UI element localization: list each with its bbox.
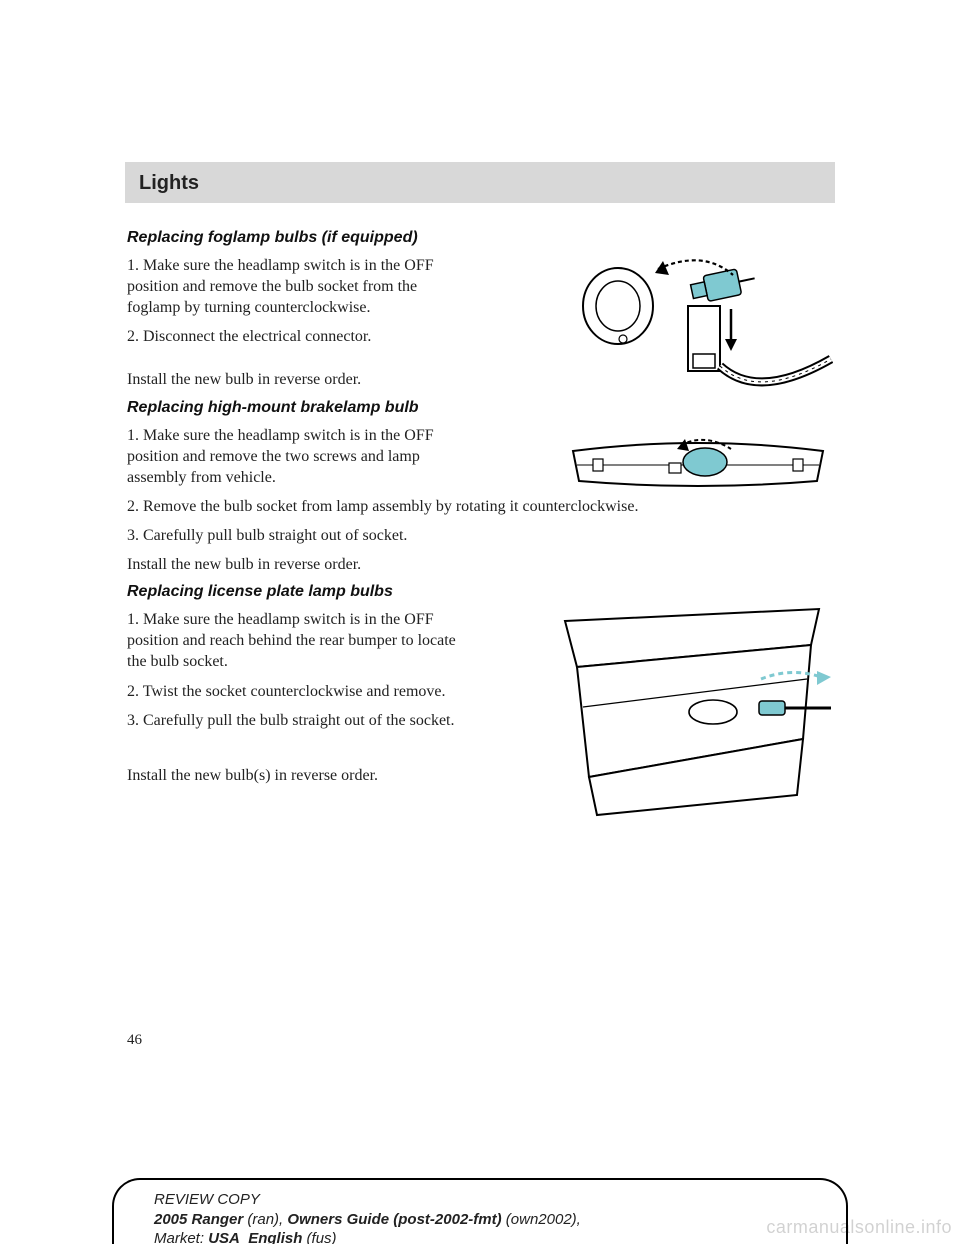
foglamp-step-1: 1. Make sure the headlamp switch is in t… [127,255,457,318]
footer-l2b: (own2002), [502,1211,581,1228]
content-area: Lights Replacing foglamp bulbs (if equip… [125,162,835,794]
footer-line-1: REVIEW COPY [154,1190,822,1210]
foglamp-step-2: 2. Disconnect the electrical connector. [127,326,457,347]
brakelamp-figure [563,429,833,499]
foglamp-diagram-icon [563,251,833,401]
footer-vehicle: 2005 Ranger [154,1211,243,1228]
foglamp-block: Replacing foglamp bulbs (if equipped) 1.… [127,229,833,347]
section-header: Lights [125,162,835,203]
brakelamp-heading: Replacing high-mount brakelamp bulb [127,399,833,417]
watermark-text: carmanualsonline.info [766,1217,952,1238]
brakelamp-step-3: 3. Carefully pull bulb straight out of s… [127,525,833,546]
brakelamp-diagram-icon [563,429,833,499]
footer-line-2: 2005 Ranger (ran), Owners Guide (post-20… [154,1210,822,1230]
footer-box: REVIEW COPY 2005 Ranger (ran), Owners Gu… [112,1178,848,1244]
brakelamp-block: Replacing high-mount brakelamp bulb 1. M… [127,399,833,488]
brakelamp-step-2: 2. Remove the bulb socket from lamp asse… [127,496,833,517]
license-figure [563,607,833,817]
license-step-3: 3. Carefully pull the bulb straight out … [127,710,457,731]
section-title: Lights [139,172,199,194]
page-container: Lights Replacing foglamp bulbs (if equip… [0,0,960,1242]
foglamp-heading: Replacing foglamp bulbs (if equipped) [127,229,833,247]
license-step-2: 2. Twist the socket counterclockwise and… [127,681,457,702]
license-diagram-icon [563,607,833,817]
brakelamp-step-1: 1. Make sure the headlamp switch is in t… [127,425,457,488]
body-text: Replacing foglamp bulbs (if equipped) 1.… [125,229,835,786]
license-step-1: 1. Make sure the headlamp switch is in t… [127,609,457,672]
license-block: Replacing license plate lamp bulbs 1. Ma… [127,583,833,731]
brakelamp-install-note: Install the new bulb in reverse order. [127,554,833,575]
footer-l2a: (ran), [243,1211,287,1228]
license-heading: Replacing license plate lamp bulbs [127,583,833,601]
footer-guide: Owners Guide (post-2002-fmt) [287,1211,501,1228]
foglamp-figure [563,251,833,401]
page-number: 46 [127,1032,142,1049]
